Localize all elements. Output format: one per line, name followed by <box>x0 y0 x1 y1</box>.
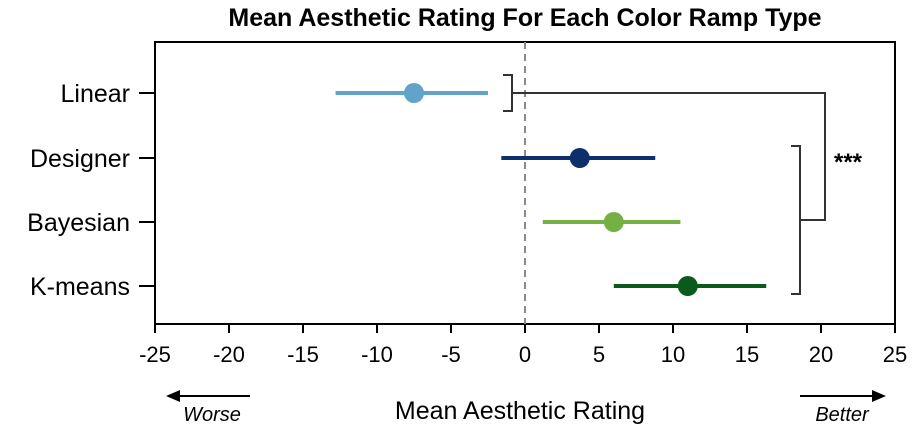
mean-point <box>569 148 590 168</box>
y-category-label: K-means <box>30 273 130 301</box>
better-arrow-head <box>872 390 886 402</box>
x-tick-label: -25 <box>139 342 171 367</box>
significance-label: *** <box>834 149 863 176</box>
significance-connector <box>512 92 826 221</box>
x-tick-label: -15 <box>287 342 319 367</box>
x-tick-label: 25 <box>883 342 907 367</box>
bracket-group-a <box>503 74 513 112</box>
worse-direction-indicator: Worse <box>166 390 250 426</box>
y-category-label: Linear <box>61 80 131 108</box>
mean-point <box>677 276 698 296</box>
y-category-label: Designer <box>30 145 130 173</box>
mean-point <box>404 83 424 103</box>
x-tick-label: -20 <box>213 342 245 367</box>
x-axis: -25 -20 -15 -10 -5 0 5 10 15 20 25 <box>139 324 907 367</box>
better-label: Better <box>815 404 870 426</box>
x-tick-label: 10 <box>661 342 685 367</box>
series-group <box>335 83 767 296</box>
x-tick-label: 5 <box>593 342 605 367</box>
worse-arrow-head <box>166 390 180 402</box>
worse-label: Worse <box>183 404 241 426</box>
chart-title: Mean Aesthetic Rating For Each Color Ram… <box>228 4 821 32</box>
x-tick-label: -10 <box>361 342 393 367</box>
x-axis-label: Mean Aesthetic Rating <box>395 397 645 425</box>
y-category-label: Bayesian <box>27 209 130 237</box>
significance-bracket-group: *** <box>503 74 863 295</box>
x-tick-label: 0 <box>519 342 531 367</box>
x-tick-label: -5 <box>441 342 461 367</box>
y-axis: Linear Designer Bayesian K-means <box>27 80 155 301</box>
better-direction-indicator: Better <box>800 390 886 426</box>
mean-point <box>603 212 624 232</box>
bracket-group-b <box>791 145 801 295</box>
x-tick-label: 15 <box>735 342 759 367</box>
x-tick-label: 20 <box>809 342 833 367</box>
